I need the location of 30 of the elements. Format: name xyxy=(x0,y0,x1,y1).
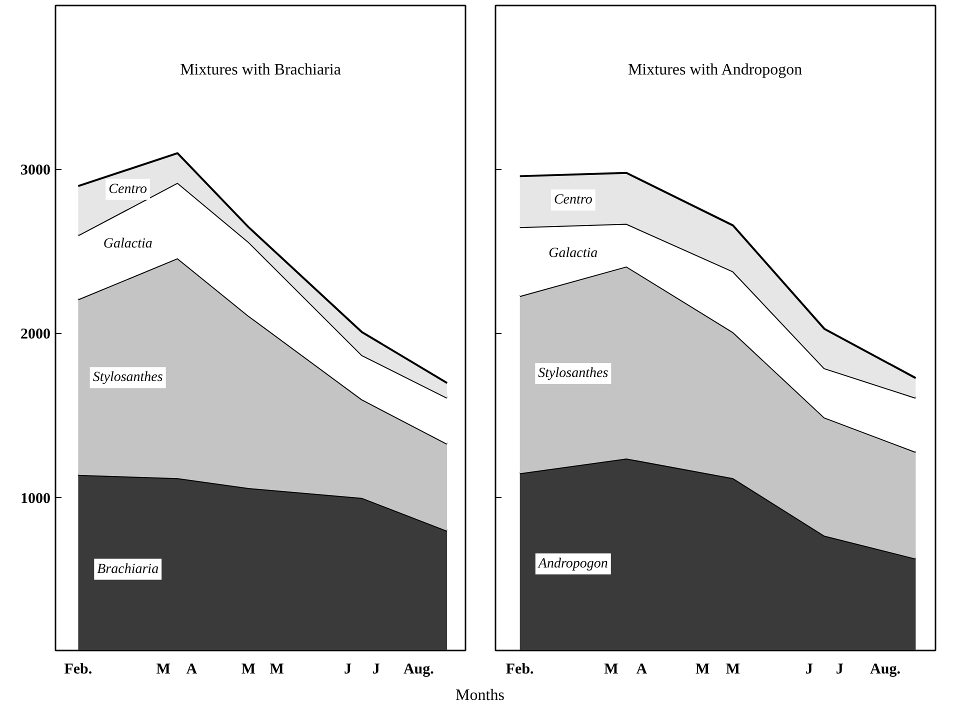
y-tick-label: 3000 xyxy=(20,162,50,179)
x-tick-label: M xyxy=(270,662,284,678)
series-label: Galactia xyxy=(548,246,598,261)
x-tick-label: Aug. xyxy=(870,662,901,678)
text: Mixtures with Andropogon xyxy=(628,62,802,78)
x-tick-label: M xyxy=(604,662,618,678)
x-tick-label: M xyxy=(695,662,710,678)
y-tick-label: 2000 xyxy=(20,326,50,343)
series-label: Brachiaria xyxy=(97,562,159,577)
x-tick-label: J xyxy=(805,662,814,678)
series-label: Andropogon xyxy=(537,556,608,572)
x-tick-label: M xyxy=(726,662,740,678)
x-tick-label: J xyxy=(836,662,844,678)
x-tick-label: Aug. xyxy=(403,662,434,678)
x-tick-label: Feb. xyxy=(64,662,92,678)
x-tick-label: Feb. xyxy=(506,662,534,678)
text: Mixtures with Brachiaria xyxy=(180,62,341,78)
x-tick-label: M xyxy=(241,662,256,678)
x-tick-label: J xyxy=(344,662,352,678)
series-label: Stylosanthes xyxy=(538,366,609,382)
y-tick-label: 1000 xyxy=(20,490,50,507)
x-tick-label: J xyxy=(372,662,380,678)
x-tick-label: M xyxy=(156,662,170,678)
series-label: Centro xyxy=(108,182,148,197)
series-label: Stylosanthes xyxy=(92,370,164,386)
x-tick-label: A xyxy=(636,662,648,678)
x-tick-label: A xyxy=(186,662,198,678)
series-label: Galactia xyxy=(103,236,152,252)
x-axis-title: Months xyxy=(456,686,504,706)
series-label: Centro xyxy=(554,192,592,208)
